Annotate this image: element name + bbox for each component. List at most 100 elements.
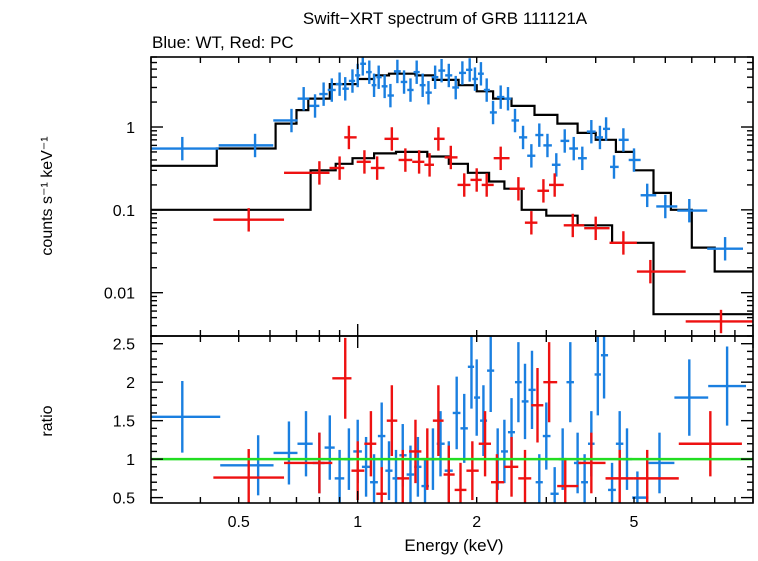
spectrum-data-point xyxy=(413,60,420,84)
ratio-data-point xyxy=(521,363,529,440)
ratio-data-point xyxy=(220,435,274,496)
ratio-data-point xyxy=(648,432,675,494)
ratio-data-point xyxy=(474,359,481,436)
spectrum-data-point xyxy=(384,127,399,151)
ratio-y-tick-label: 1 xyxy=(126,452,135,469)
spectrum-data-point xyxy=(433,127,445,151)
ratio-data-point xyxy=(501,419,508,484)
spectrum-data-point xyxy=(519,125,528,150)
ratio-data-point xyxy=(674,359,709,436)
spectrum-data-point xyxy=(578,146,587,171)
spectrum-data-point xyxy=(504,87,512,111)
spectrum-data-point xyxy=(459,61,467,85)
spectrum-data-point xyxy=(457,173,471,197)
ratio-data-point xyxy=(478,411,491,477)
spectrum-data-point xyxy=(496,85,505,109)
spectrum-data-point xyxy=(543,133,552,158)
spectrum-data-point xyxy=(628,148,641,172)
ratio-data-point xyxy=(213,449,285,503)
spectrum-data-point xyxy=(419,73,426,97)
ratio-y-tick-label: 2 xyxy=(126,375,135,392)
spectrum-data-point xyxy=(370,156,385,180)
spectrum-data-point xyxy=(360,57,367,76)
x-tick-label: 2 xyxy=(472,514,481,531)
spectrum-data-point xyxy=(656,194,678,219)
spectrum-y-axis-label: counts s⁻¹ keV⁻¹ xyxy=(39,136,56,255)
spectrum-data-point xyxy=(481,173,494,197)
chart-subtitle: Blue: WT, Red: PC xyxy=(152,33,294,52)
spectrum-data-point xyxy=(595,125,604,150)
spectrum-data-point xyxy=(366,60,372,84)
ratio-data-point xyxy=(351,441,365,501)
ratio-data-point xyxy=(504,436,519,497)
spectrum-data-point xyxy=(569,136,579,161)
ratio-data-point xyxy=(600,336,609,399)
ratio-data-point xyxy=(406,445,415,503)
spectrum-data-point xyxy=(509,177,525,201)
ratio-data-point xyxy=(324,415,335,480)
spectrum-data-point xyxy=(444,145,458,170)
ratio-data-point xyxy=(297,411,313,477)
spectrum-frame xyxy=(150,56,754,337)
x-axis-label: Energy (keV) xyxy=(404,536,503,555)
ratio-y-axis-label: ratio xyxy=(39,405,56,436)
spectrum-data-point xyxy=(511,108,520,133)
spectrum-data-point xyxy=(342,77,349,101)
ratio-data-point xyxy=(678,411,742,477)
ratio-plot-area xyxy=(151,336,753,503)
spectrum-y-tick-label: 0.01 xyxy=(104,286,135,303)
chart-title: Swift−XRT spectrum of GRB 111121A xyxy=(303,9,588,28)
spectrum-data-point xyxy=(677,198,708,223)
spectrum-data-point xyxy=(344,125,357,150)
ratio-data-point xyxy=(466,441,479,501)
spectrum-data-point xyxy=(398,148,413,172)
ratio-data-point xyxy=(543,342,558,423)
spectrum-y-tick-label: 0.1 xyxy=(113,203,135,220)
spectrum-data-point xyxy=(327,78,336,102)
ratio-data-point xyxy=(432,385,444,457)
ratio-data-point xyxy=(528,350,536,429)
spectrum-data-point xyxy=(707,237,744,261)
spectrum-data-point xyxy=(445,63,453,88)
ratio-y-tick-label: 0.5 xyxy=(113,491,135,508)
ratio-y-tick-label: 1.5 xyxy=(113,414,135,431)
spectrum-data-point xyxy=(563,213,585,238)
spectrum-data-point xyxy=(603,117,611,141)
spectrum-data-point xyxy=(466,58,473,82)
spectrum-data-point xyxy=(309,94,320,118)
spectrum-data-point xyxy=(151,136,219,161)
ratio-data-point xyxy=(708,346,747,426)
spectrum-data-point xyxy=(610,155,619,179)
spectrum-data-point xyxy=(618,128,629,152)
spectrum-y-tick-label: 1 xyxy=(126,120,135,137)
ratio-data-point xyxy=(594,336,601,416)
spectrum-data-point xyxy=(273,108,298,133)
spectrum-data-point xyxy=(535,123,544,147)
spectrum-data-point xyxy=(640,183,657,208)
spectrum-data-point xyxy=(400,70,408,94)
x-tick-label: 5 xyxy=(630,514,639,531)
spectrum-data-point xyxy=(527,144,536,168)
spectrum-data-point xyxy=(393,59,401,84)
spectrum-data-point xyxy=(584,216,610,241)
spectrum-data-point xyxy=(387,83,394,108)
spectrum-data-point xyxy=(483,78,490,102)
ratio-data-point xyxy=(332,337,352,419)
ratio-data-point xyxy=(460,393,468,463)
ratio-y-tick-label: 2.5 xyxy=(113,337,135,354)
spectrum-data-point xyxy=(477,62,484,86)
model-line-2 xyxy=(151,150,753,316)
ratio-frame xyxy=(150,335,754,504)
ratio-data-point xyxy=(550,467,559,503)
ratio-data-point xyxy=(364,411,377,477)
spectrum-data-point xyxy=(524,211,538,235)
ratio-data-point xyxy=(376,467,387,503)
spectrum-data-point xyxy=(470,168,482,192)
ratio-data-point xyxy=(370,454,378,503)
ratio-data-point xyxy=(557,458,579,503)
ratio-data-point xyxy=(467,336,475,409)
ratio-data-point xyxy=(490,454,505,503)
spectrum-data-point xyxy=(537,179,550,203)
ratio-data-point xyxy=(386,385,398,457)
